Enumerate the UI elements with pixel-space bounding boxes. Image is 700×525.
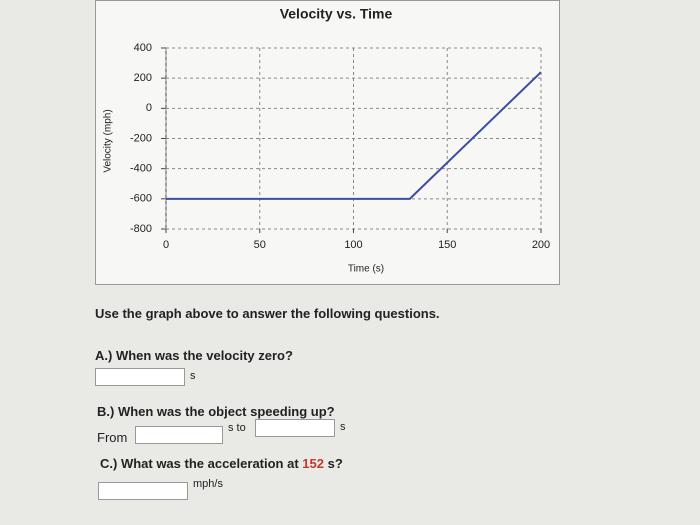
y-tick-label: -600 <box>130 193 152 205</box>
chart-title: Velocity vs. Time <box>280 6 393 22</box>
mid-label: s to <box>228 422 246 434</box>
from-label: From <box>97 430 128 445</box>
answer-b-to-input[interactable] <box>255 419 335 437</box>
y-tick-label: -200 <box>130 132 152 144</box>
answer-a-input[interactable] <box>95 368 185 386</box>
y-tick-label: -400 <box>130 163 152 175</box>
unit-c: mph/s <box>193 478 223 490</box>
question-c-highlight: 152 <box>302 456 324 471</box>
chart-panel: Velocity vs. Time Time (s) Velocity (mph… <box>95 0 560 285</box>
y-tick-label: 0 <box>146 102 152 114</box>
question-a: A.) When was the velocity zero? <box>95 348 293 363</box>
x-tick-label: 100 <box>344 239 362 251</box>
x-tick-label: 50 <box>254 239 266 251</box>
y-tick-label: -800 <box>130 223 152 235</box>
answer-b-from-input[interactable] <box>135 426 223 444</box>
intro: Use the graph above to answer the follow… <box>95 306 440 321</box>
unit-a: s <box>190 370 196 382</box>
y-axis-label: Velocity (mph) <box>103 109 114 172</box>
x-tick-label: 200 <box>532 239 550 251</box>
question-b: B.) When was the object speeding up? <box>97 404 335 419</box>
unit-b: s <box>340 421 346 433</box>
y-tick-label: 200 <box>134 72 152 84</box>
x-axis-label: Time (s) <box>348 264 384 275</box>
question-c-end: s? <box>323 456 343 471</box>
velocity-line <box>166 71 542 200</box>
question-c: C.) What was the acceleration at 152 s? <box>100 456 343 471</box>
x-tick-label: 0 <box>163 239 169 251</box>
question-c-start: C.) What was the acceleration at <box>100 456 303 471</box>
answer-c-input[interactable] <box>98 482 188 500</box>
y-tick-label: 400 <box>134 42 152 54</box>
x-tick-label: 150 <box>438 239 456 251</box>
chart: Velocity vs. Time Time (s) Velocity (mph… <box>103 6 551 275</box>
